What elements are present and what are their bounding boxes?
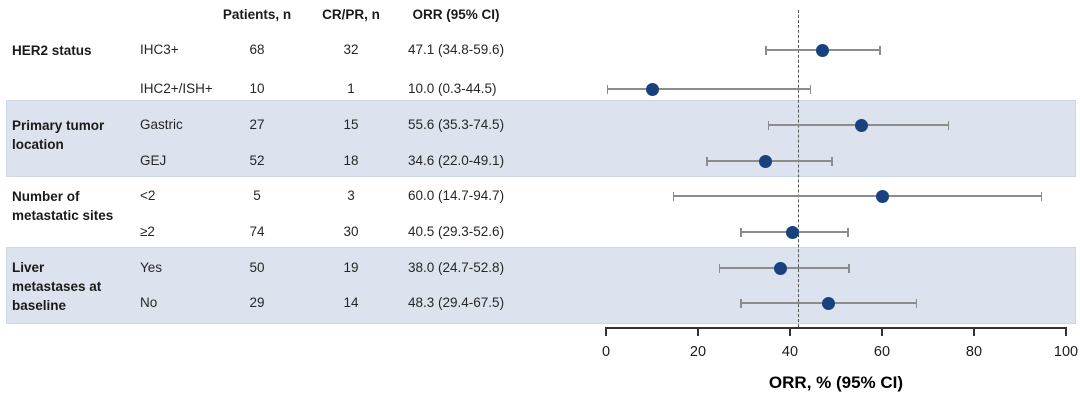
x-axis-line [606,327,1066,329]
cr-pr-n-value: 32 [343,42,359,57]
subgroup-label: Primary tumor location [12,118,105,152]
x-axis-tick [697,327,699,336]
x-axis-title: ORR, % (95% CI) [768,373,904,392]
confidence-interval-cap [847,227,849,237]
orr-ci-text: 55.6 (35.3-74.5) [408,117,505,132]
category-label: GEJ [140,153,167,168]
x-axis-tick-label: 40 [781,344,799,360]
confidence-interval-cap [718,263,721,273]
x-axis-tick-label: 100 [1053,344,1079,360]
orr-point-estimate-dot [645,82,659,96]
shaded-row-band [6,247,1076,324]
column-header-crpr: CR/PR, n [322,7,380,22]
overall-orr-reference-line [798,10,800,327]
patients-n-value: 74 [249,224,265,239]
orr-point-estimate-dot [774,261,788,275]
confidence-interval-cap [809,84,812,94]
confidence-interval-cap [706,156,708,166]
cr-pr-n-value: 19 [343,260,359,275]
patients-n-value: 50 [249,260,265,275]
x-axis-tick [789,327,791,336]
category-label: IHC2+/ISH+ [140,81,213,96]
x-axis-tick-label: 80 [965,344,983,360]
cr-pr-n-value: 3 [347,188,355,203]
patients-n-value: 29 [249,295,265,310]
orr-point-estimate-dot [875,189,889,203]
confidence-interval-cap [765,45,767,55]
x-axis-tick [1065,327,1067,336]
orr-ci-text: 60.0 (14.7-94.7) [408,188,505,203]
category-label: <2 [140,188,156,203]
category-label: ≥2 [140,224,155,239]
x-axis-tick [881,327,883,336]
orr-ci-text: 48.3 (29.4-67.5) [408,295,505,310]
patients-n-value: 27 [249,117,265,132]
confidence-interval-cap [1040,191,1043,201]
orr-point-estimate-dot [816,43,830,57]
category-label: Yes [140,260,163,275]
patients-n-value: 68 [249,42,265,57]
orr-ci-text: 47.1 (34.8-59.6) [408,42,505,57]
confidence-interval-cap [879,45,881,55]
x-axis-tick [973,327,975,336]
subgroup-label: HER2 status [12,43,92,58]
confidence-interval-cap [672,191,675,201]
patients-n-value: 5 [253,188,261,203]
confidence-interval-bar [673,195,1042,197]
orr-point-estimate-dot [821,296,835,310]
orr-point-estimate-dot [855,118,869,132]
category-label: No [140,295,158,310]
confidence-interval-cap [740,227,742,237]
orr-ci-text: 38.0 (24.7-52.8) [408,260,505,275]
cr-pr-n-value: 15 [343,117,359,132]
confidence-interval-cap [606,84,609,94]
cr-pr-n-value: 18 [343,153,359,168]
cr-pr-n-value: 1 [347,81,355,96]
shaded-row-band [6,100,1076,177]
category-label: IHC3+ [140,42,179,57]
orr-ci-text: 10.0 (0.3-44.5) [408,81,497,96]
x-axis-tick-label: 0 [601,344,611,360]
confidence-interval-bar [607,88,811,90]
confidence-interval-cap [915,298,918,308]
subgroup-label: Number of metastatic sites [12,189,114,223]
confidence-interval-cap [848,263,850,273]
patients-n-value: 10 [249,81,265,96]
cr-pr-n-value: 14 [343,295,359,310]
column-header-patients: Patients, n [222,7,292,22]
x-axis-tick [605,327,607,336]
orr-point-estimate-dot [758,154,772,168]
subgroup-label: Liver metastases at baseline [12,260,102,313]
confidence-interval-cap [947,120,950,130]
confidence-interval-cap [831,156,833,166]
confidence-interval-cap [740,298,742,308]
orr-ci-text: 40.5 (29.3-52.6) [408,224,505,239]
x-axis-tick-label: 20 [689,344,707,360]
patients-n-value: 52 [249,153,265,168]
x-axis-tick-label: 60 [873,344,891,360]
column-header-orr: ORR (95% CI) [412,7,500,22]
confidence-interval-cap [767,120,770,130]
category-label: Gastric [140,117,183,132]
orr-ci-text: 34.6 (22.0-49.1) [408,153,505,168]
orr-point-estimate-dot [785,225,799,239]
cr-pr-n-value: 30 [343,224,359,239]
